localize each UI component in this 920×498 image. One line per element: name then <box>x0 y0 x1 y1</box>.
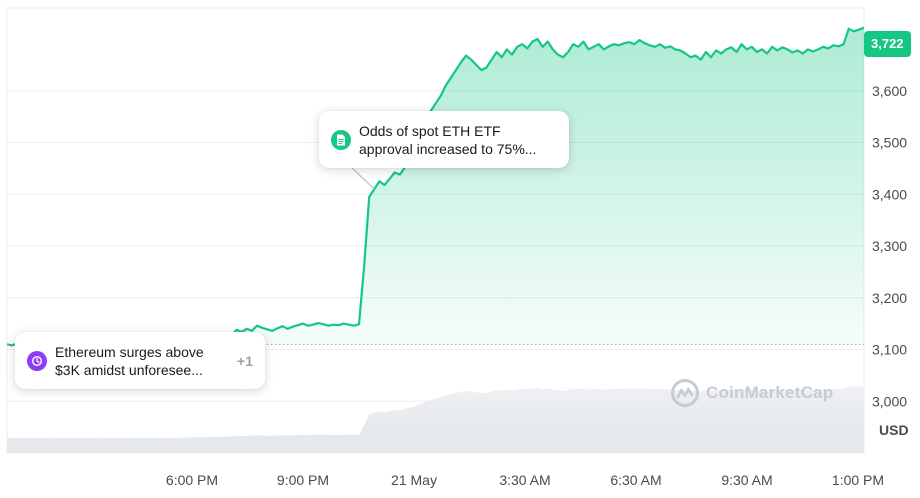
x-tick-label: 6:30 AM <box>610 472 661 488</box>
y-tick-label: 3,200 <box>872 290 907 306</box>
coinmarketcap-watermark: CoinMarketCap <box>670 378 833 408</box>
annotation-text-etf: Odds of spot ETH ETF approval increased … <box>359 122 537 157</box>
x-tick-label: 21 May <box>391 472 437 488</box>
annotation-card-surge[interactable]: Ethereum surges above $3K amidst unfores… <box>15 332 265 389</box>
current-price-badge: 3,722 <box>864 31 911 57</box>
watermark-text: CoinMarketCap <box>706 383 834 402</box>
currency-label: USD <box>879 422 909 438</box>
annotation-more-count[interactable]: +1 <box>237 352 253 369</box>
y-tick-label: 3,500 <box>872 135 907 151</box>
annotation-text-surge: Ethereum surges above $3K amidst unfores… <box>55 343 204 378</box>
annotation-connector <box>351 167 375 190</box>
volume-area <box>7 386 864 453</box>
y-tick-label: 3,600 <box>872 83 907 99</box>
x-tick-label: 9:00 PM <box>277 472 329 488</box>
clock-history-icon <box>27 350 47 371</box>
x-tick-label: 9:30 AM <box>721 472 772 488</box>
annotation-card-etf[interactable]: Odds of spot ETH ETF approval increased … <box>319 111 569 168</box>
y-tick-label: 3,400 <box>872 186 907 202</box>
x-tick-label: 1:00 PM <box>832 472 884 488</box>
coinmarketcap-logo-icon <box>671 379 699 407</box>
document-icon <box>331 129 351 150</box>
y-tick-label: 3,000 <box>872 393 907 409</box>
x-tick-label: 3:30 AM <box>499 472 550 488</box>
y-tick-label: 3,300 <box>872 238 907 254</box>
x-tick-label: 6:00 PM <box>166 472 218 488</box>
price-area <box>7 27 864 346</box>
y-tick-label: 3,100 <box>872 342 907 358</box>
